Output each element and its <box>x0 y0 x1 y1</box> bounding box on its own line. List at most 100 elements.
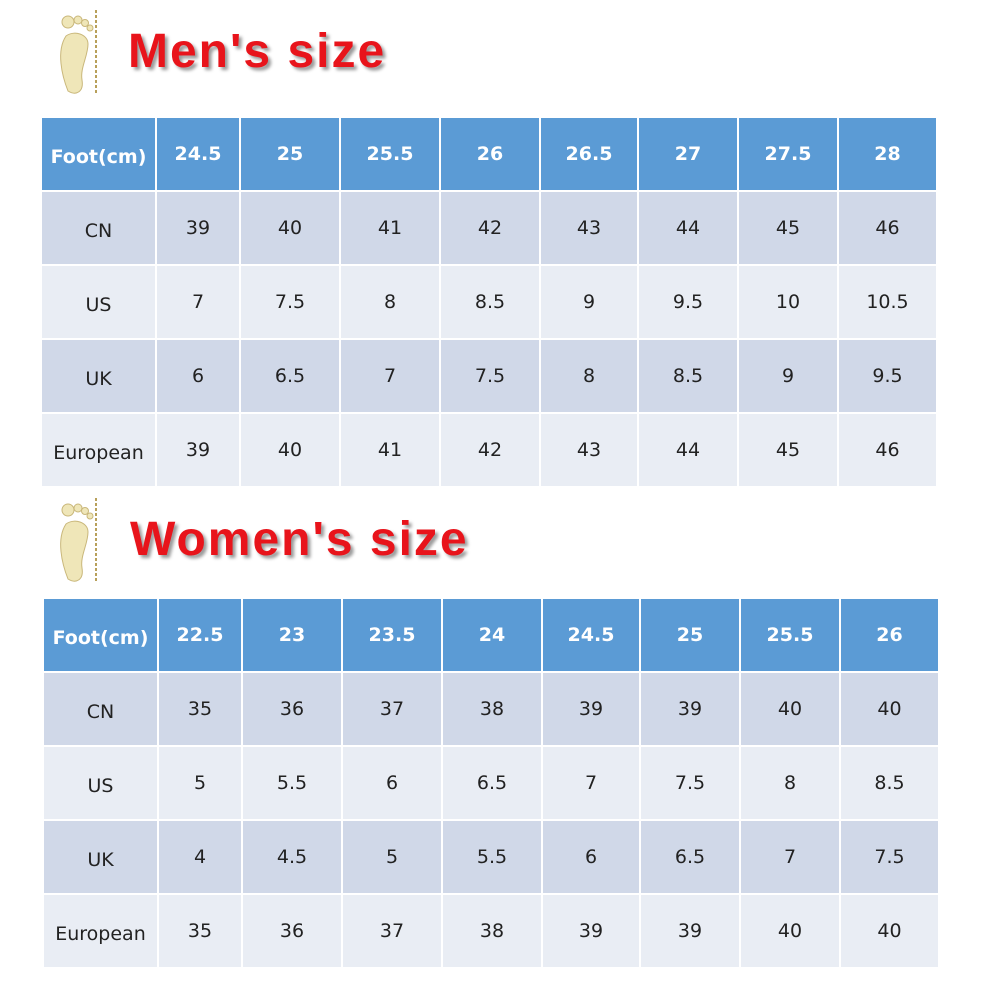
cell: 42 <box>440 413 541 488</box>
cell: 40 <box>840 894 940 969</box>
cell: 7 <box>156 265 241 340</box>
cell: 42 <box>440 191 541 266</box>
cell: 46 <box>838 413 938 488</box>
cell: 39 <box>640 672 741 747</box>
cell: 10 <box>738 265 839 340</box>
cell: 4.5 <box>242 820 343 895</box>
cell: 44 <box>638 413 739 488</box>
row-label: US <box>44 746 159 821</box>
cell: 8.5 <box>440 265 541 340</box>
cell: 6.5 <box>240 339 341 414</box>
cell: 35 <box>158 672 243 747</box>
cell: 8.5 <box>638 339 739 414</box>
cell: 45 <box>738 191 839 266</box>
table-row: CN 39 40 41 42 43 44 45 46 <box>42 191 938 266</box>
cell: 25 <box>240 118 341 192</box>
cell: 5.5 <box>442 820 543 895</box>
cell: 40 <box>740 894 841 969</box>
cell: 6 <box>542 820 641 895</box>
foot-icon <box>60 498 97 582</box>
row-label: CN <box>42 191 157 266</box>
cell: 9 <box>540 265 639 340</box>
cell: 28 <box>838 118 938 192</box>
cell: 39 <box>156 191 241 266</box>
row-label: European <box>44 894 159 969</box>
cell: 45 <box>738 413 839 488</box>
cell: 41 <box>340 191 441 266</box>
cell: 25.5 <box>340 118 441 192</box>
cell: 7.5 <box>440 339 541 414</box>
row-label: CN <box>44 672 159 747</box>
cell: 26 <box>440 118 541 192</box>
cell: 25.5 <box>740 599 841 673</box>
cell: 40 <box>240 191 341 266</box>
cell: 36 <box>242 894 343 969</box>
table-row: European 39 40 41 42 43 44 45 46 <box>42 413 938 488</box>
cell: 37 <box>342 672 443 747</box>
cell: 9.5 <box>838 339 938 414</box>
cell: 10.5 <box>838 265 938 340</box>
header-row: Foot(cm) 24.5 25 25.5 26 26.5 27 27.5 28 <box>42 118 938 192</box>
cell: 6.5 <box>442 746 543 821</box>
cell: 40 <box>240 413 341 488</box>
cell: 6.5 <box>640 820 741 895</box>
cell: 46 <box>838 191 938 266</box>
cell: 7 <box>340 339 441 414</box>
cell: 44 <box>638 191 739 266</box>
cell: 23.5 <box>342 599 443 673</box>
row-label: Foot(cm) <box>42 118 157 192</box>
cell: 7.5 <box>240 265 341 340</box>
cell: 24.5 <box>542 599 641 673</box>
row-label: Foot(cm) <box>44 599 159 673</box>
table-row: US 5 5.5 6 6.5 7 7.5 8 8.5 <box>44 746 940 821</box>
cell: 39 <box>156 413 241 488</box>
row-label: US <box>42 265 157 340</box>
cell: 38 <box>442 672 543 747</box>
header-row: Foot(cm) 22.5 23 23.5 24 24.5 25 25.5 26 <box>44 599 940 673</box>
size-table: Foot(cm) 24.5 25 25.5 26 26.5 27 27.5 28 CN 39 40 41… <box>42 118 938 488</box>
cell: 26.5 <box>540 118 639 192</box>
row-label: European <box>42 413 157 488</box>
row-label: UK <box>44 820 159 895</box>
cell: 9 <box>738 339 839 414</box>
cell: 8.5 <box>840 746 940 821</box>
cell: 39 <box>542 672 641 747</box>
table-row: US 7 7.5 8 8.5 9 9.5 10 10.5 <box>42 265 938 340</box>
cell: 5 <box>158 746 243 821</box>
cell: 43 <box>540 191 639 266</box>
cell: 36 <box>242 672 343 747</box>
cell: 27.5 <box>738 118 839 192</box>
row-label: UK <box>42 339 157 414</box>
cell: 41 <box>340 413 441 488</box>
cell: 24 <box>442 599 543 673</box>
cell: 35 <box>158 894 243 969</box>
cell: 40 <box>740 672 841 747</box>
section-title: Women's size <box>130 513 469 566</box>
cell: 4 <box>158 820 243 895</box>
foot-icon <box>60 10 97 94</box>
cell: 38 <box>442 894 543 969</box>
size-table: Foot(cm) 22.5 23 23.5 24 24.5 25 25.5 26 CN 35 36 37… <box>44 599 940 969</box>
cell: 5.5 <box>242 746 343 821</box>
table-row: UK 4 4.5 5 5.5 6 6.5 7 7.5 <box>44 820 940 895</box>
cell: 27 <box>638 118 739 192</box>
section-title: Men's size <box>128 25 387 78</box>
cell: 7 <box>542 746 641 821</box>
cell: 8 <box>540 339 639 414</box>
cell: 24.5 <box>156 118 241 192</box>
cell: 39 <box>542 894 641 969</box>
cell: 43 <box>540 413 639 488</box>
cell: 22.5 <box>158 599 243 673</box>
cell: 23 <box>242 599 343 673</box>
table-row: UK 6 6.5 7 7.5 8 8.5 9 9.5 <box>42 339 938 414</box>
cell: 5 <box>342 820 443 895</box>
cell: 26 <box>840 599 940 673</box>
cell: 8 <box>340 265 441 340</box>
table-row: European 35 36 37 38 39 39 40 40 <box>44 894 940 969</box>
cell: 8 <box>740 746 841 821</box>
cell: 9.5 <box>638 265 739 340</box>
cell: 25 <box>640 599 741 673</box>
cell: 7 <box>740 820 841 895</box>
cell: 6 <box>156 339 241 414</box>
